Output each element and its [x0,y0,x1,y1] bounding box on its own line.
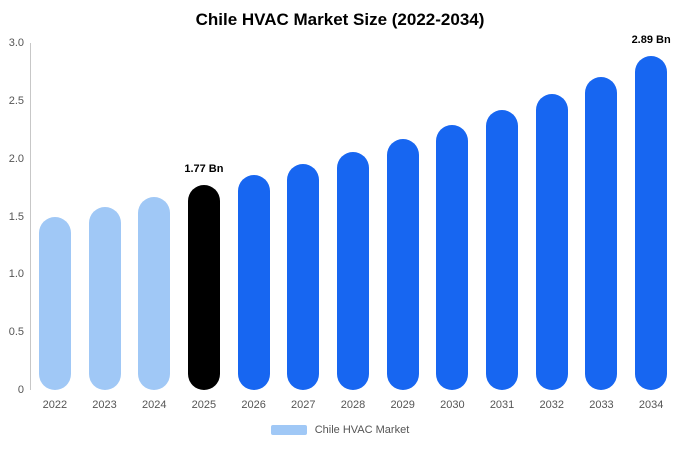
bar-value-label-2034: 2.89 Bn [631,33,671,46]
bar-2033 [585,76,618,390]
x-axis-label-2031: 2031 [489,399,515,411]
bar-2034 [635,55,668,390]
y-axis-label-3.0: 3.0 [8,37,24,49]
x-axis-label-2025: 2025 [191,399,217,411]
x-axis-label-2026: 2026 [241,399,266,411]
x-axis-label-2027: 2027 [291,399,316,411]
bar-2026 [237,174,270,390]
x-axis-label-2032: 2032 [539,399,564,411]
y-axis-label-2.0: 2.0 [8,152,24,165]
x-axis-label-2024: 2024 [141,399,167,411]
bar-2029 [386,139,419,390]
legend-swatch [270,425,307,435]
legend[interactable]: Chile HVAC Market [0,424,680,436]
y-axis-line [30,43,31,390]
bar-2028 [337,151,369,390]
x-axis-label-2028: 2028 [340,399,366,411]
x-axis-label-2022: 2022 [42,399,68,411]
y-axis-label-2.5: 2.5 [8,94,24,107]
bar-2024 [138,196,171,390]
y-axis-label-0.5: 0.5 [8,326,24,339]
legend-label: Chile HVAC Market [314,424,410,436]
bar-2025 [187,185,220,390]
x-axis-label-2029: 2029 [390,399,415,411]
y-axis-label-1.5: 1.5 [8,210,24,223]
bar-2030 [436,125,469,390]
y-axis-label-1.0: 1.0 [8,268,24,281]
y-axis-label-0: 0 [17,384,24,396]
bar-2032 [535,93,568,390]
bar-2031 [486,110,519,390]
bar-2023 [88,207,121,390]
x-axis-label-2030: 2030 [440,399,465,411]
bar-2022 [38,216,71,390]
bar-2027 [287,164,320,390]
bar-value-label-2025: 1.77 Bn [184,163,224,176]
x-axis-label-2033: 2033 [589,399,614,411]
x-axis-label-2034: 2034 [638,399,664,411]
x-axis-label-2023: 2023 [92,399,117,411]
chart-title: Chile HVAC Market Size (2022-2034) [195,10,485,29]
